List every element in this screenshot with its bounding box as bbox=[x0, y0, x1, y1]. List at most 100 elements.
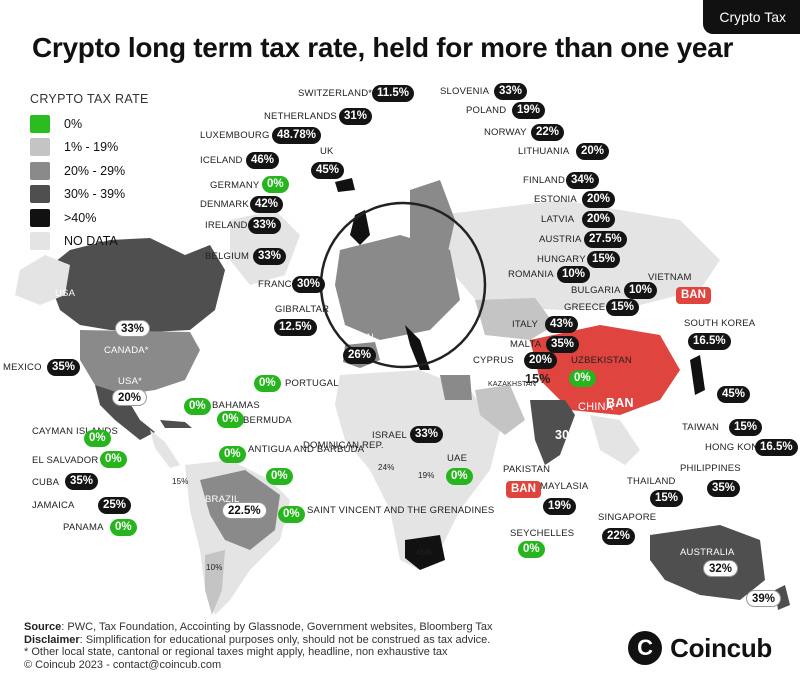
country-label-greece: GREECE bbox=[564, 302, 606, 313]
cuba-shape bbox=[160, 420, 192, 428]
alaska-shape bbox=[15, 255, 70, 305]
country-label-mexico: MEXICO bbox=[3, 362, 42, 373]
tax-value-italy: 43% bbox=[545, 316, 579, 333]
country-label-uzbekistan: UZBEKISTAN bbox=[571, 355, 632, 366]
tax-value-finland: 34% bbox=[566, 172, 600, 189]
tax-value-antigua-and-barbuda: 0% bbox=[219, 446, 246, 463]
country-label-bahamas: BAHAMAS bbox=[212, 400, 260, 411]
kazakhstan-shape bbox=[475, 298, 555, 340]
iceland-shape bbox=[335, 178, 355, 192]
tax-value-slovenia: 33% bbox=[494, 83, 528, 100]
tax-value-dominican-rep: 0% bbox=[266, 468, 293, 485]
country-label-hong-kong: HONG KONG bbox=[705, 442, 766, 453]
coincub-logo-icon: C bbox=[628, 631, 663, 665]
legend-swatch bbox=[30, 185, 50, 204]
tax-value-poland: 19% bbox=[512, 102, 546, 119]
legend-swatch bbox=[30, 232, 50, 251]
legend-label: 30% - 39% bbox=[64, 187, 126, 202]
legend-item: 20% - 29% bbox=[30, 159, 149, 183]
tax-value-lithuania: 20% bbox=[576, 143, 610, 160]
map-label-usa: USA bbox=[55, 288, 76, 299]
country-label-cyprus: CYPRUS bbox=[473, 355, 514, 366]
tax-value-vietnam: BAN bbox=[676, 287, 711, 304]
tax-value-saint-vincent-and-the-grenadines: 0% bbox=[278, 506, 305, 523]
tax-value-uk: 45% bbox=[311, 162, 345, 179]
legend-label: 0% bbox=[64, 116, 83, 131]
country-label-taiwan: TAIWAN bbox=[682, 422, 720, 433]
tax-value-saudi-arabia: 19% bbox=[418, 471, 435, 480]
tax-value-panama: 0% bbox=[110, 519, 137, 536]
tax-value-cuba: 35% bbox=[65, 473, 99, 490]
tax-value-israel: 33% bbox=[410, 426, 444, 443]
southeast-asia-shape bbox=[590, 415, 640, 465]
country-label-iceland: ICELAND bbox=[200, 155, 243, 166]
tax-value-el-salvador: 0% bbox=[100, 451, 127, 468]
country-label-bermuda: BERMUDA bbox=[243, 415, 292, 426]
coincub-name: Coincub bbox=[670, 632, 772, 663]
country-label-finland: FINLAND bbox=[523, 175, 566, 186]
country-label-vietnam: VIETNAM bbox=[648, 272, 692, 283]
tax-value-philippines: 35% bbox=[707, 480, 741, 497]
tax-value-usa: 20% bbox=[112, 389, 148, 406]
map-label-china: CHINA bbox=[578, 401, 614, 413]
country-label-slovenia: SLOVENIA bbox=[440, 86, 490, 97]
country-label-thailand: THAILAND bbox=[627, 476, 676, 487]
footer-copyright: © Coincub 2023 - contact@coincub.com bbox=[24, 658, 222, 671]
country-label-malta: MALTA bbox=[510, 339, 542, 350]
tax-value-switzerland: 11.5% bbox=[372, 85, 414, 102]
legend-item: 30% - 39% bbox=[30, 183, 149, 207]
argentina-shape bbox=[205, 550, 225, 615]
country-label-el-salvador: EL SALVADOR bbox=[32, 455, 99, 466]
tax-value-estonia: 20% bbox=[582, 191, 616, 208]
tax-value-cayman-islands: 0% bbox=[84, 430, 111, 447]
legend-title: CRYPTO TAX RATE bbox=[30, 92, 149, 106]
tax-value-egypt: 24% bbox=[378, 463, 395, 472]
legend-swatch bbox=[30, 138, 50, 157]
map-label-canada: CANADA* bbox=[104, 345, 149, 356]
coincub-brand: C Coincub bbox=[628, 631, 772, 665]
legend-item: NO DATA bbox=[30, 230, 149, 254]
country-label-gibraltar: GIBRALTAR bbox=[275, 304, 330, 315]
country-label-maylasia: MAYLASIA bbox=[540, 481, 589, 492]
tax-value-greece: 15% bbox=[606, 299, 640, 316]
legend-label: >40% bbox=[64, 210, 97, 225]
tax-value-cyprus: 20% bbox=[524, 352, 558, 369]
tax-value-netherlands: 31% bbox=[339, 108, 373, 125]
country-label-portugal: PORTUGAL bbox=[285, 378, 339, 389]
tax-value-hong-kong: 16.5% bbox=[755, 439, 798, 456]
tax-value-seychelles: 0% bbox=[518, 541, 545, 558]
tax-value-gibraltar: 12.5% bbox=[274, 319, 317, 336]
tax-value-malta: 35% bbox=[546, 336, 580, 353]
country-label-uae: UAE bbox=[447, 453, 468, 464]
tax-value-jamaica: 25% bbox=[98, 497, 132, 514]
country-label-seychelles: SEYCHELLES bbox=[510, 528, 575, 539]
country-label-saint-vincent-and-the-grenadines: SAINT VINCENT AND THE GRENADINES bbox=[307, 505, 495, 516]
tax-value-japan: 45% bbox=[717, 386, 751, 403]
legend-swatch bbox=[30, 208, 50, 227]
country-label-switzerland: SWITZERLAND* bbox=[298, 88, 373, 99]
tax-value-belgium: 33% bbox=[253, 248, 287, 265]
tax-value-thailand: 15% bbox=[650, 490, 684, 507]
country-label-estonia: ESTONIA bbox=[534, 194, 577, 205]
map-label-australia: AUSTRALIA bbox=[680, 547, 735, 558]
tax-value-pakistan: BAN bbox=[506, 481, 541, 498]
greenland-shape bbox=[230, 210, 300, 285]
country-label-israel: ISRAEL bbox=[372, 430, 407, 441]
italy-shape bbox=[405, 325, 430, 370]
tax-value-bulgaria: 10% bbox=[624, 282, 658, 299]
map-label-spain: SPAIN bbox=[345, 332, 374, 343]
tax-value-taiwan: 15% bbox=[729, 419, 763, 436]
tax-value-hungary: 15% bbox=[587, 251, 621, 268]
tax-value-denmark: 42% bbox=[250, 196, 284, 213]
tax-value-brazil: 22.5% bbox=[222, 502, 267, 519]
mexico-shape bbox=[95, 385, 155, 440]
country-label-austria: AUSTRIA bbox=[539, 234, 582, 245]
tax-value-uae: 0% bbox=[446, 468, 473, 485]
tax-value-bahamas: 0% bbox=[184, 398, 211, 415]
tax-value-new-zealand: 39% bbox=[746, 590, 782, 607]
country-label-norway: NORWAY bbox=[484, 127, 527, 138]
japan-shape bbox=[690, 355, 705, 395]
tax-value-chile: 10% bbox=[206, 563, 223, 572]
scandinavia-shape bbox=[410, 180, 455, 275]
page-title: Crypto long term tax rate, held for more… bbox=[32, 32, 734, 63]
